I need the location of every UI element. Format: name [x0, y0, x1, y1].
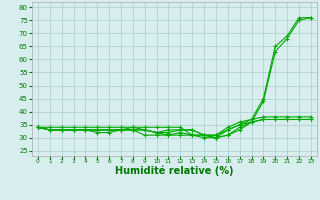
X-axis label: Humidité relative (%): Humidité relative (%)	[115, 166, 234, 176]
